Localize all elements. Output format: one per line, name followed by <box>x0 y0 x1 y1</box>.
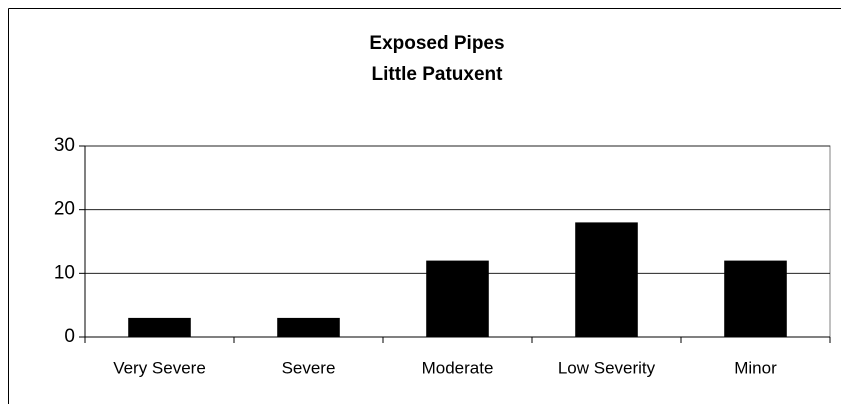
x-tick-label: Severe <box>282 358 336 377</box>
bar <box>277 317 340 337</box>
chart-subtitle: Little Patuxent <box>372 64 504 85</box>
y-tick-label: 30 <box>54 135 75 156</box>
bar <box>575 222 638 337</box>
x-tick-label: Very Severe <box>113 358 206 377</box>
y-tick-label: 0 <box>64 326 75 347</box>
bar <box>128 317 191 337</box>
x-tick-label: Minor <box>734 358 777 377</box>
x-tick-label: Low Severity <box>558 358 656 377</box>
x-tick-label: Moderate <box>422 358 494 377</box>
chart-title: Exposed Pipes <box>369 33 504 54</box>
bar <box>426 260 489 337</box>
y-tick-label: 20 <box>54 199 75 220</box>
bar <box>724 260 787 337</box>
y-tick-label: 10 <box>54 262 75 283</box>
